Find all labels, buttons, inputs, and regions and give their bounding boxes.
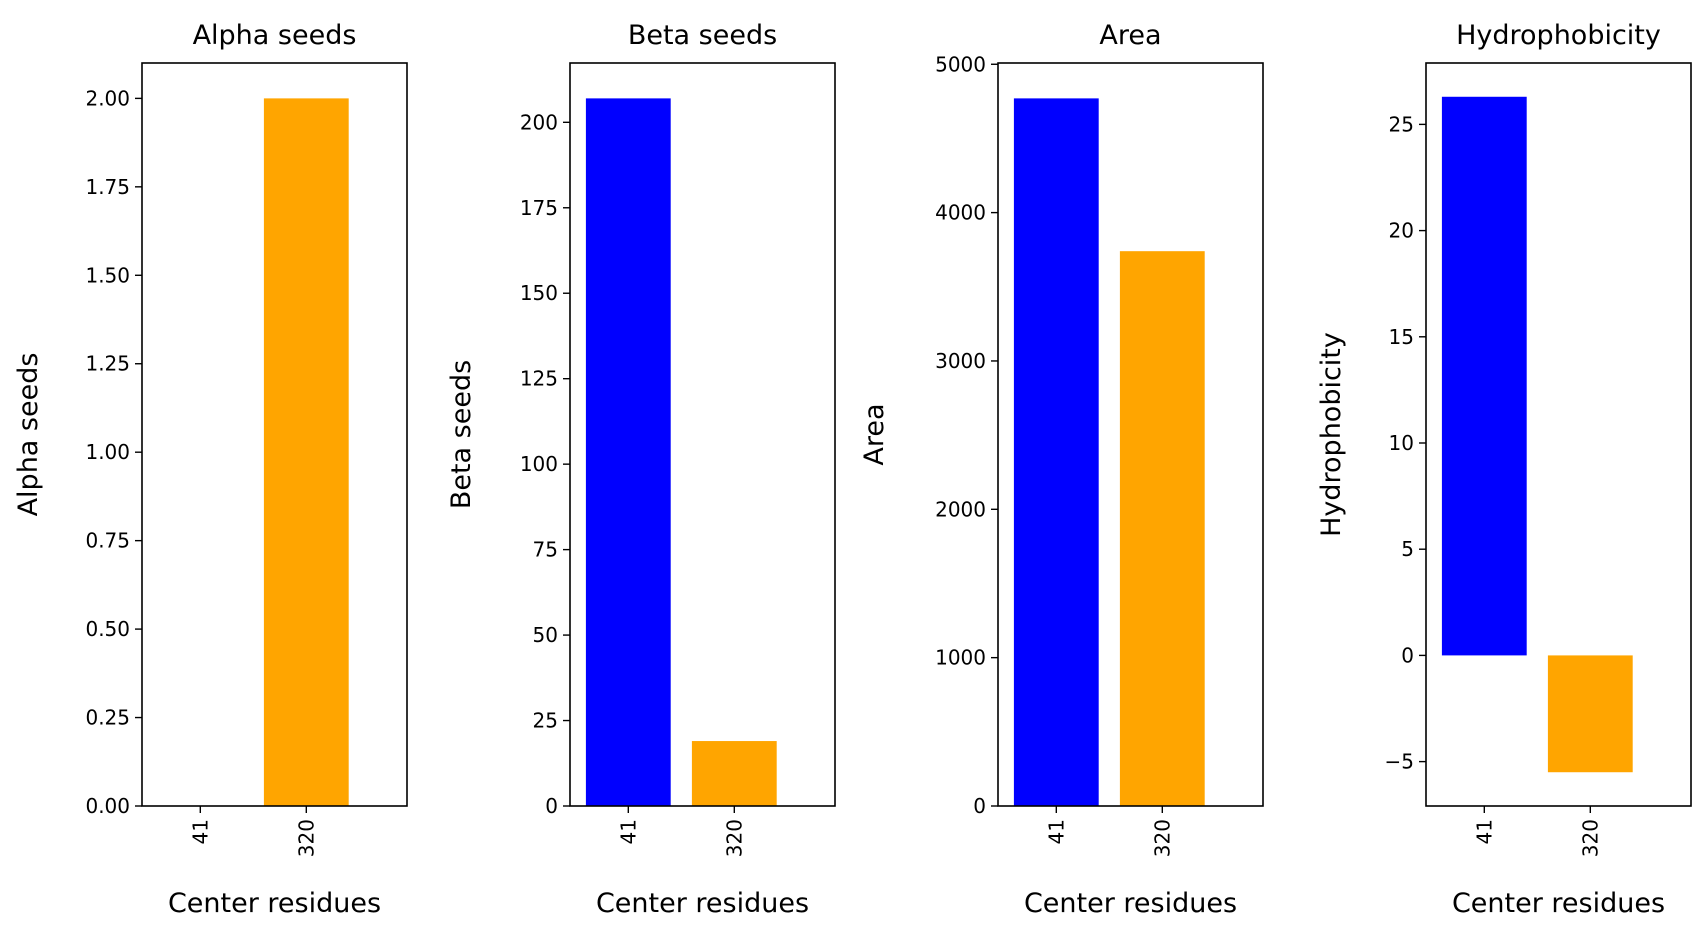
axes-frame bbox=[1425, 62, 1692, 807]
subplot-2: 0 25 50 75 100 125 150 175 200 41 320 Beta seeds Cen… bbox=[446, 20, 836, 919]
y-axis-label: Area bbox=[859, 403, 890, 465]
y-tick-label: 0.25 bbox=[85, 706, 130, 730]
subplot-title: Alpha seeds bbox=[193, 20, 357, 51]
y-tick-label: 15 bbox=[1389, 325, 1414, 349]
bar-320 bbox=[263, 98, 349, 806]
y-tick-label: 0.50 bbox=[85, 617, 130, 641]
x-axis-label: Center residues bbox=[1024, 888, 1237, 919]
x-tick-label: 41 bbox=[188, 819, 212, 844]
y-tick-label: 175 bbox=[520, 196, 558, 220]
y-axis-label: Beta seeds bbox=[446, 360, 477, 509]
bar-41 bbox=[1441, 96, 1527, 656]
bar-320 bbox=[691, 741, 777, 806]
bar-41 bbox=[1013, 98, 1099, 806]
subplot-title: Hydrophobicity bbox=[1456, 20, 1661, 51]
y-tick-label: 75 bbox=[533, 538, 558, 562]
y-tick-label: 5 bbox=[1401, 537, 1414, 561]
y-tick-label: 1.75 bbox=[85, 175, 130, 199]
y-tick-label: 0 bbox=[1401, 643, 1414, 667]
bar-320 bbox=[1119, 251, 1205, 806]
axes-frame bbox=[569, 62, 836, 807]
subplot-title: Area bbox=[1099, 20, 1161, 51]
y-tick-label: 50 bbox=[533, 623, 558, 647]
y-tick-label: 10 bbox=[1389, 431, 1414, 455]
y-tick-label: −5 bbox=[1385, 750, 1414, 774]
y-tick-label: 0.75 bbox=[85, 529, 130, 553]
y-tick-label: 150 bbox=[520, 281, 558, 305]
x-axis-label: Center residues bbox=[168, 888, 381, 919]
y-tick-label: 0.00 bbox=[85, 794, 130, 818]
y-tick-label: 125 bbox=[520, 367, 558, 391]
axes-frame bbox=[997, 62, 1264, 807]
y-tick-label: 25 bbox=[1389, 112, 1414, 136]
y-axis-label: Hydrophobicity bbox=[1316, 332, 1347, 537]
x-tick-label: 320 bbox=[722, 819, 746, 857]
y-tick-label: 1000 bbox=[935, 646, 986, 670]
bar-41 bbox=[585, 98, 671, 806]
y-tick-label: 20 bbox=[1389, 219, 1414, 243]
subplot-title: Beta seeds bbox=[628, 20, 777, 51]
subplot-1: 0.00 0.25 0.50 0.75 1.00 1.25 1.50 1.75 2.00 41 32… bbox=[13, 20, 408, 919]
bar-320 bbox=[1547, 655, 1633, 773]
x-tick-label: 320 bbox=[294, 819, 318, 857]
y-tick-label: 4000 bbox=[935, 201, 986, 225]
y-tick-label: 2000 bbox=[935, 497, 986, 521]
y-tick-label: 5000 bbox=[935, 52, 986, 76]
y-tick-label: 200 bbox=[520, 110, 558, 134]
x-tick-label: 320 bbox=[1150, 819, 1174, 857]
y-tick-label: 1.50 bbox=[85, 263, 130, 287]
x-axis-label: Center residues bbox=[596, 888, 809, 919]
y-tick-label: 1.25 bbox=[85, 352, 130, 376]
y-tick-label: 2.00 bbox=[85, 86, 130, 110]
x-tick-label: 320 bbox=[1578, 819, 1602, 857]
y-tick-label: 3000 bbox=[935, 349, 986, 373]
subplot-4: −5 0 5 10 15 20 25 41 320 Hydrophobicity Center re… bbox=[1316, 20, 1692, 919]
axes-frame bbox=[141, 62, 408, 807]
x-tick-label: 41 bbox=[1044, 819, 1068, 844]
subplot-3: 0 1000 2000 3000 4000 5000 41 320 Area Center res… bbox=[859, 20, 1264, 919]
y-tick-label: 0 bbox=[973, 794, 986, 818]
y-tick-label: 1.00 bbox=[85, 440, 130, 464]
x-tick-label: 41 bbox=[1472, 819, 1496, 844]
x-axis-label: Center residues bbox=[1452, 888, 1665, 919]
x-tick-label: 41 bbox=[616, 819, 640, 844]
y-tick-label: 100 bbox=[520, 452, 558, 476]
y-tick-label: 0 bbox=[545, 794, 558, 818]
y-axis-label: Alpha seeds bbox=[13, 353, 44, 517]
y-tick-label: 25 bbox=[533, 709, 558, 733]
